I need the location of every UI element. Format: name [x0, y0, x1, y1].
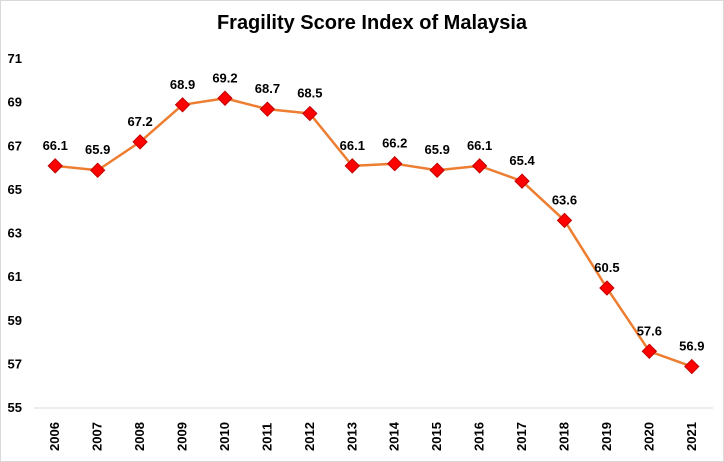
data-point-marker — [217, 90, 233, 106]
data-point-marker — [132, 134, 148, 150]
y-tick-label: 71 — [8, 51, 22, 66]
data-point-marker — [514, 173, 530, 189]
data-point-marker — [47, 158, 63, 174]
y-tick-label: 69 — [8, 95, 22, 110]
data-label: 66.1 — [43, 138, 68, 153]
x-tick-label: 2016 — [472, 422, 487, 451]
data-point-marker — [259, 101, 276, 117]
y-tick-label: 63 — [8, 226, 22, 241]
x-tick-label: 2012 — [302, 422, 317, 451]
data-point-marker — [641, 343, 658, 359]
x-tick-label: 2007 — [90, 422, 105, 451]
data-point-marker — [302, 105, 318, 122]
data-point-marker — [429, 162, 445, 178]
series-line — [55, 97, 693, 368]
data-label: 60.5 — [594, 260, 619, 275]
x-tick-label: 2020 — [641, 422, 656, 451]
x-tick-label: 2021 — [684, 422, 699, 451]
x-tick-label: 2008 — [132, 422, 147, 451]
data-point-marker — [344, 158, 360, 174]
x-tick-label: 2017 — [514, 422, 529, 451]
y-tick-label: 61 — [8, 269, 22, 284]
axes: 55 57 59 61 63 65 67 69 71 2006 2007 2008 2009 2010 20… — [8, 51, 713, 451]
x-tick-label: 2015 — [429, 422, 444, 451]
data-label: 57.6 — [637, 323, 662, 338]
chart-title: Fragility Score Index of Malaysia — [217, 12, 528, 34]
data-label: 65.9 — [85, 142, 110, 157]
x-tick-label: 2018 — [556, 422, 571, 451]
data-label: 63.6 — [552, 192, 577, 207]
x-tick-label: 2014 — [387, 421, 402, 451]
data-point-marker — [471, 158, 488, 174]
data-point-marker — [599, 280, 615, 296]
data-label: 68.7 — [255, 81, 280, 96]
x-tick-label: 2013 — [344, 422, 359, 451]
data-label-layer: 66.1 65.9 67.2 68.9 69.2 68.7 68.5 66.1 66.2 65.9… — [43, 70, 705, 353]
y-tick-label: 59 — [8, 313, 22, 328]
data-point-marker — [556, 212, 573, 229]
y-tick-label: 55 — [8, 400, 22, 415]
data-point-marker — [89, 162, 106, 178]
x-tick-label: 2011 — [259, 423, 274, 451]
x-tick-label: 2006 — [47, 422, 62, 451]
x-tick-label: 2019 — [599, 422, 614, 451]
y-tick-label: 57 — [8, 356, 22, 371]
data-label: 67.2 — [127, 114, 152, 129]
data-label: 68.9 — [170, 77, 195, 92]
data-label: 65.4 — [509, 153, 535, 168]
data-label: 56.9 — [679, 339, 704, 354]
data-point-marker — [684, 358, 700, 375]
data-label: 66.1 — [340, 138, 365, 153]
x-tick-label: 2010 — [217, 422, 232, 451]
series-line-layer — [55, 97, 693, 368]
x-tick-label: 2009 — [175, 422, 190, 451]
y-tick-label: 67 — [8, 138, 22, 153]
data-label: 66.1 — [467, 138, 492, 153]
data-label: 66.2 — [382, 136, 407, 151]
data-point-marker — [174, 97, 191, 113]
data-point-marker — [387, 155, 403, 172]
data-label: 69.2 — [212, 70, 237, 85]
data-label: 65.9 — [425, 142, 450, 157]
marker-layer — [47, 90, 700, 375]
data-label: 68.5 — [297, 86, 322, 101]
y-tick-label: 65 — [8, 182, 22, 197]
